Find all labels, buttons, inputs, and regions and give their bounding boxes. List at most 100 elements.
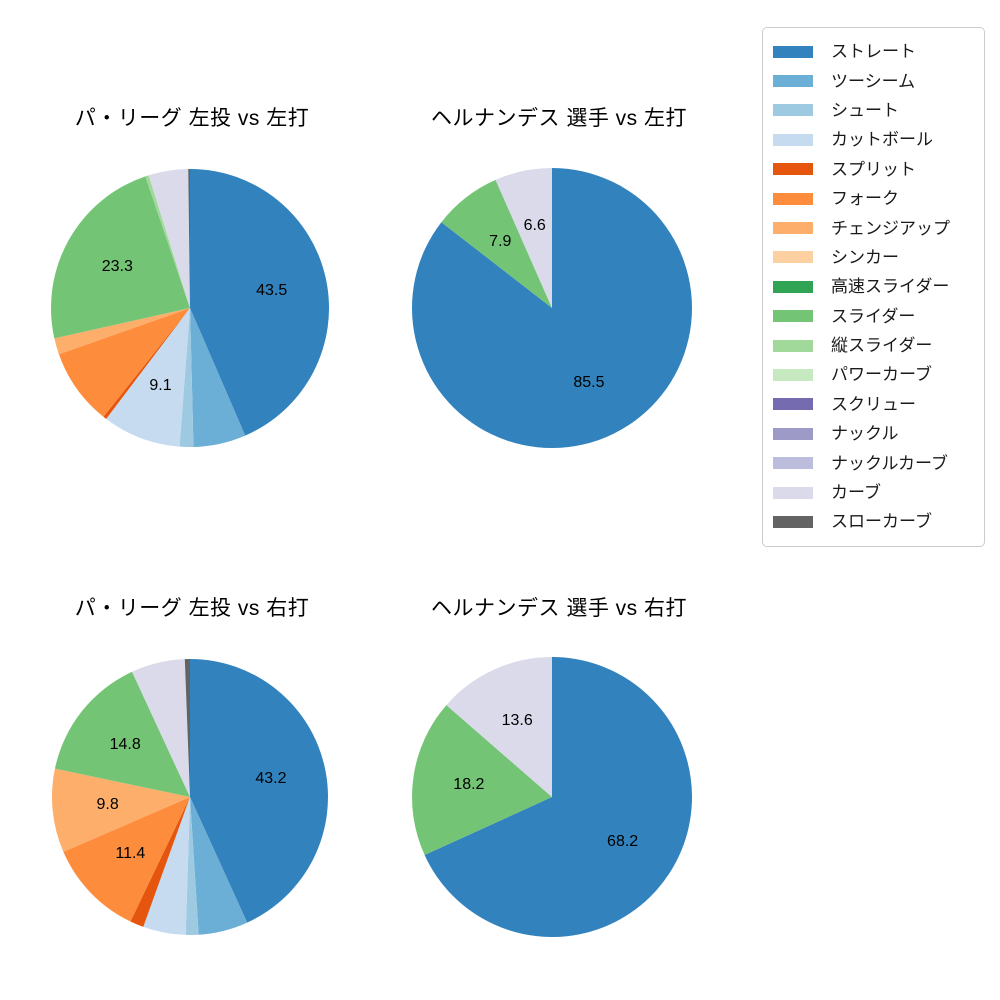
chart-title-hernandez-vs-lhb: ヘルナンデス 選手 vs 左打 xyxy=(430,107,688,130)
legend-item-screwball: スクリュー xyxy=(773,390,974,419)
legend-item-power-curve: パワーカーブ xyxy=(773,360,974,389)
legend-label-splitter: スプリット xyxy=(831,159,916,179)
legend: ストレートツーシームシュートカットボール スプリットフォークチェンジアップ シンカー… xyxy=(762,27,985,547)
pie-chart-hernandez-vs-lhb xyxy=(411,168,692,453)
legend-label-knuckle-curve: ナックルカーブ xyxy=(831,453,948,473)
pie-svg xyxy=(412,657,693,937)
legend-swatch-forkball xyxy=(773,192,813,205)
legend-label-two-seam: ツーシーム xyxy=(831,71,916,91)
pie-slice-curve xyxy=(446,657,552,797)
pie-slice-straight xyxy=(424,657,693,937)
pie-slice-shuuto xyxy=(185,797,199,935)
legend-swatch-cutter xyxy=(773,133,813,146)
legend-swatch-straight xyxy=(773,45,813,58)
legend-swatch-screwball xyxy=(773,398,813,411)
legend-item-slow-curve: スローカーブ xyxy=(773,507,974,536)
legend-swatch-knuckle-curve xyxy=(773,457,813,470)
pct-label-slider: 14.8 xyxy=(109,736,141,754)
legend-label-fast-slider: 高速スライダー xyxy=(831,277,950,297)
chart-title-hernandez-vs-rhb: ヘルナンデス 選手 vs 右打 xyxy=(430,597,688,620)
legend-label-vertical-slider: 縦スライダー xyxy=(831,336,933,356)
legend-swatch-vertical-slider xyxy=(773,339,813,352)
legend-label-curve: カーブ xyxy=(831,483,881,503)
pct-label-straight: 43.2 xyxy=(255,770,287,788)
legend-item-knuckle-curve: ナックルカーブ xyxy=(773,448,974,477)
pie-slice-slider xyxy=(51,176,190,339)
legend-swatch-shuuto xyxy=(773,104,813,117)
pie-slice-two-seam xyxy=(190,797,248,935)
pct-label-forkball: 11.4 xyxy=(115,845,146,863)
legend-swatch-slider xyxy=(773,310,813,323)
pct-label-curve: 6.6 xyxy=(523,216,546,234)
pct-label-slider: 7.9 xyxy=(489,232,512,250)
pie-slice-splitter xyxy=(103,308,190,419)
legend-label-forkball: フォーク xyxy=(831,189,899,209)
legend-item-sinker: シンカー xyxy=(773,243,974,272)
pie-slice-slider xyxy=(441,179,552,308)
legend-swatch-sinker xyxy=(773,251,813,264)
chart-title-pa-league-vs-rhb: パ・リーグ 左投 vs 右打 xyxy=(74,597,310,620)
legend-label-cutter: カットボール xyxy=(831,130,933,150)
legend-item-splitter: スプリット xyxy=(773,155,974,184)
chart-title-pa-league-vs-lhb: パ・リーグ 左投 vs 左打 xyxy=(74,107,310,130)
legend-label-straight: ストレート xyxy=(831,42,916,62)
legend-label-slow-curve: スローカーブ xyxy=(831,512,932,532)
legend-item-fast-slider: 高速スライダー xyxy=(773,272,974,301)
pie-slice-cutter xyxy=(143,797,190,935)
legend-label-shuuto: シュート xyxy=(831,100,899,120)
pie-slice-vertical-slider xyxy=(145,175,190,308)
legend-label-changeup: チェンジアップ xyxy=(831,218,950,238)
pie-slice-forkball xyxy=(63,797,190,922)
pie-slice-changeup xyxy=(54,308,190,355)
pie-slice-straight xyxy=(411,168,692,448)
pct-label-curve: 13.6 xyxy=(501,711,533,729)
pct-label-slider: 23.3 xyxy=(101,258,133,276)
pie-svg xyxy=(51,168,330,448)
pie-svg xyxy=(411,168,692,448)
pie-slice-straight xyxy=(190,169,330,436)
legend-swatch-power-curve xyxy=(773,368,813,381)
legend-swatch-splitter xyxy=(773,163,813,176)
legend-swatch-fast-slider xyxy=(773,280,813,293)
pct-label-straight: 68.2 xyxy=(607,833,639,851)
pie-slice-shuuto xyxy=(179,308,194,448)
legend-item-cutter: カットボール xyxy=(773,125,974,154)
pie-chart-pa-league-vs-lhb xyxy=(51,168,330,452)
pie-slice-curve xyxy=(495,168,552,308)
pie-slice-curve xyxy=(132,659,190,797)
pie-slice-curve xyxy=(148,169,190,308)
legend-item-shuuto: シュート xyxy=(773,96,974,125)
pie-slice-slider xyxy=(412,705,552,856)
pct-label-straight: 43.5 xyxy=(256,282,288,300)
pie-slice-slow-curve xyxy=(188,168,190,308)
legend-swatch-curve xyxy=(773,486,813,499)
pie-slice-two-seam xyxy=(190,308,246,447)
legend-item-curve: カーブ xyxy=(773,478,974,507)
legend-item-straight: ストレート xyxy=(773,37,974,66)
legend-swatch-knuckle xyxy=(773,427,813,440)
legend-swatch-changeup xyxy=(773,222,813,235)
pie-slice-straight xyxy=(190,659,328,923)
pct-label-straight: 85.5 xyxy=(573,374,605,392)
pie-slice-cutter xyxy=(106,308,190,447)
legend-items: ストレートツーシームシュートカットボール スプリットフォークチェンジアップ シンカー… xyxy=(773,37,974,537)
legend-label-slider: スライダー xyxy=(831,306,916,326)
legend-label-screwball: スクリュー xyxy=(831,394,916,414)
legend-label-knuckle: ナックル xyxy=(831,424,899,444)
legend-label-power-curve: パワーカーブ xyxy=(831,365,932,385)
legend-label-sinker: シンカー xyxy=(831,247,899,267)
legend-swatch-two-seam xyxy=(773,75,813,88)
legend-item-changeup: チェンジアップ xyxy=(773,213,974,242)
legend-item-forkball: フォーク xyxy=(773,184,974,213)
pie-chart-pa-league-vs-rhb xyxy=(52,659,328,940)
legend-swatch-slow-curve xyxy=(773,515,813,528)
pct-label-changeup: 9.8 xyxy=(96,796,119,814)
pie-svg xyxy=(52,659,328,935)
pct-label-cutter: 9.1 xyxy=(149,377,172,395)
pie-chart-hernandez-vs-rhb xyxy=(412,657,693,942)
pie-slice-slider xyxy=(54,671,191,797)
legend-item-two-seam: ツーシーム xyxy=(773,66,974,95)
legend-item-slider: スライダー xyxy=(773,302,974,331)
pie-slice-slow-curve xyxy=(184,659,190,797)
